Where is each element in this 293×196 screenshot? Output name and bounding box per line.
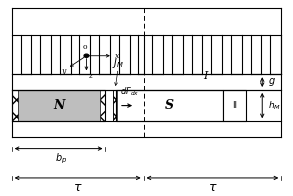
Text: S: S <box>165 99 174 112</box>
Text: II: II <box>232 101 237 110</box>
Bar <box>18 90 100 121</box>
Text: $\tau$: $\tau$ <box>208 181 217 194</box>
Text: z: z <box>88 72 92 80</box>
Text: N: N <box>53 99 64 112</box>
Text: $b_p$: $b_p$ <box>55 151 68 166</box>
Text: $dF_{dx}$: $dF_{dx}$ <box>120 86 140 98</box>
Circle shape <box>84 54 89 57</box>
Text: $\tau$: $\tau$ <box>73 181 82 194</box>
Text: x: x <box>115 52 119 60</box>
Bar <box>113 90 117 121</box>
Bar <box>223 90 246 121</box>
Bar <box>116 90 223 121</box>
Text: $J_M$: $J_M$ <box>112 56 124 70</box>
Bar <box>12 90 105 121</box>
Text: I: I <box>203 71 207 81</box>
Text: $h_M$: $h_M$ <box>268 99 280 112</box>
Text: o: o <box>83 43 87 51</box>
Bar <box>100 90 105 121</box>
Text: $g$: $g$ <box>268 76 275 88</box>
Text: y: y <box>61 67 65 75</box>
Bar <box>12 90 18 121</box>
